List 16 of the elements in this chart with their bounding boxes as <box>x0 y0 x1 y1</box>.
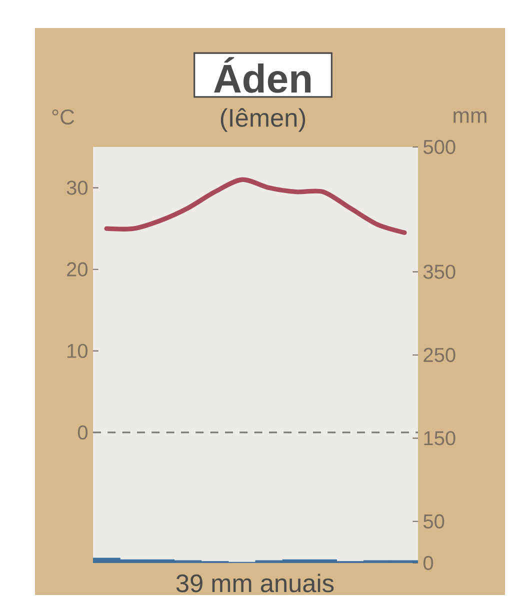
y-tick-label: 0 <box>78 425 88 440</box>
y2-tick-label: 500 <box>424 140 456 154</box>
text: 39 mm anuais <box>176 574 334 592</box>
y2-tick-label: 50 <box>424 514 444 528</box>
y-tick-label: 20 <box>67 262 88 276</box>
chart-title: Áden <box>214 57 311 93</box>
y-axis-title: °C <box>52 109 74 125</box>
line-series <box>104 177 407 235</box>
y2-tick-label: 0 <box>423 556 434 570</box>
chart-subtitle: (Iêmen) <box>220 108 306 132</box>
y2-tick-label: 250 <box>424 348 456 362</box>
y2-tick-label: 350 <box>423 264 456 279</box>
y-tick-label: 10 <box>68 344 88 358</box>
y-tick-label: 30 <box>66 180 88 195</box>
y2-axis-title: mm <box>454 111 486 123</box>
y2-tick-label: 150 <box>424 431 456 446</box>
